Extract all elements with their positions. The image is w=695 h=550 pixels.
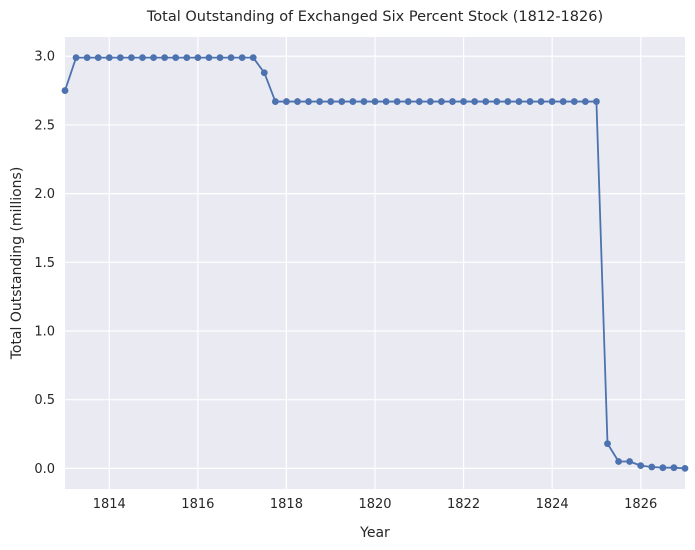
data-point bbox=[316, 98, 324, 105]
y-tick-labels: 0.0 0.5 1.0 1.5 2.0 2.5 3.0 bbox=[34, 50, 55, 477]
data-point bbox=[537, 98, 545, 105]
data-point bbox=[128, 54, 135, 62]
data-point bbox=[183, 54, 191, 62]
data-point bbox=[526, 98, 534, 105]
data-point bbox=[238, 54, 246, 62]
y-axis-label: Total Outstanding (millions) bbox=[9, 167, 25, 361]
data-point bbox=[426, 98, 434, 105]
data-point bbox=[305, 98, 312, 105]
data-point bbox=[150, 54, 157, 62]
y-tick-label: 1.5 bbox=[34, 256, 55, 271]
data-point bbox=[83, 54, 91, 62]
data-point bbox=[493, 98, 501, 105]
data-point bbox=[94, 54, 102, 62]
data-point bbox=[194, 54, 202, 62]
data-point bbox=[349, 98, 357, 105]
data-point bbox=[604, 440, 611, 448]
data-point bbox=[504, 98, 512, 105]
data-point bbox=[327, 98, 335, 105]
grid-lines bbox=[65, 37, 685, 489]
y-tick-label: 2.0 bbox=[34, 187, 55, 202]
y-tick-label: 2.5 bbox=[34, 118, 55, 133]
data-point bbox=[72, 54, 80, 62]
data-point bbox=[172, 54, 180, 62]
data-point bbox=[116, 54, 124, 62]
data-point bbox=[294, 98, 301, 105]
data-point bbox=[471, 98, 479, 105]
data-point bbox=[659, 464, 667, 472]
x-tick-label: 1818 bbox=[270, 497, 303, 512]
data-point-layer bbox=[61, 54, 689, 472]
data-point bbox=[681, 464, 689, 472]
x-tick-label: 1826 bbox=[624, 497, 657, 512]
data-point bbox=[105, 54, 113, 62]
data-point bbox=[61, 87, 69, 94]
data-point bbox=[670, 464, 678, 472]
data-point bbox=[360, 98, 368, 105]
x-tick-label: 1824 bbox=[536, 497, 569, 512]
data-point bbox=[227, 54, 235, 62]
data-point bbox=[139, 54, 146, 62]
data-point bbox=[593, 98, 600, 105]
data-point bbox=[338, 98, 346, 105]
y-tick-label: 3.0 bbox=[34, 50, 55, 65]
data-point bbox=[249, 54, 257, 62]
data-point bbox=[205, 54, 213, 62]
y-tick-label: 0.5 bbox=[34, 393, 55, 408]
data-point bbox=[382, 98, 390, 105]
data-point bbox=[637, 462, 645, 470]
data-point bbox=[449, 98, 456, 105]
data-point bbox=[615, 458, 622, 465]
data-point bbox=[559, 98, 567, 105]
x-tick-label: 1814 bbox=[93, 497, 126, 512]
data-point bbox=[438, 98, 445, 105]
x-tick-label: 1816 bbox=[181, 497, 214, 512]
data-point bbox=[393, 98, 401, 105]
data-point bbox=[515, 98, 523, 105]
y-tick-label: 1.0 bbox=[34, 325, 55, 340]
x-tick-label: 1820 bbox=[358, 497, 391, 512]
data-point bbox=[283, 98, 290, 105]
data-point bbox=[415, 98, 423, 105]
data-point bbox=[161, 54, 169, 62]
data-point bbox=[404, 98, 412, 105]
data-point bbox=[216, 54, 224, 62]
data-point bbox=[460, 98, 467, 105]
x-tick-labels: 1814 1816 1818 1820 1822 1824 1826 bbox=[93, 497, 658, 512]
data-point bbox=[260, 69, 268, 77]
y-tick-label: 0.0 bbox=[34, 462, 55, 477]
x-axis-label: Year bbox=[359, 525, 390, 541]
data-point bbox=[371, 98, 379, 105]
x-tick-label: 1822 bbox=[447, 497, 480, 512]
data-point bbox=[482, 98, 490, 105]
chart-title: Total Outstanding of Exchanged Six Perce… bbox=[146, 9, 603, 25]
data-point bbox=[548, 98, 556, 105]
data-point bbox=[626, 458, 634, 465]
data-point bbox=[648, 463, 656, 471]
data-point bbox=[570, 98, 578, 105]
data-point bbox=[581, 98, 589, 105]
data-point bbox=[271, 98, 279, 105]
